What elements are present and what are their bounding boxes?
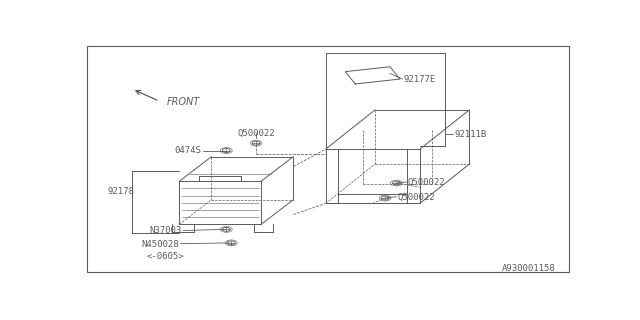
Text: N450028: N450028 (141, 240, 179, 249)
Text: Q500022: Q500022 (397, 193, 435, 202)
Text: FRONT: FRONT (167, 98, 200, 108)
Text: 92177E: 92177E (403, 75, 436, 84)
Text: 92111B: 92111B (454, 130, 487, 139)
Text: 0474S: 0474S (175, 146, 202, 155)
Text: A930001158: A930001158 (502, 264, 556, 273)
Text: 92178: 92178 (108, 187, 134, 196)
Text: Q500022: Q500022 (408, 178, 445, 187)
Text: Q500022: Q500022 (237, 129, 275, 138)
Text: N37003: N37003 (149, 226, 182, 235)
Text: <-0605>: <-0605> (147, 252, 184, 261)
